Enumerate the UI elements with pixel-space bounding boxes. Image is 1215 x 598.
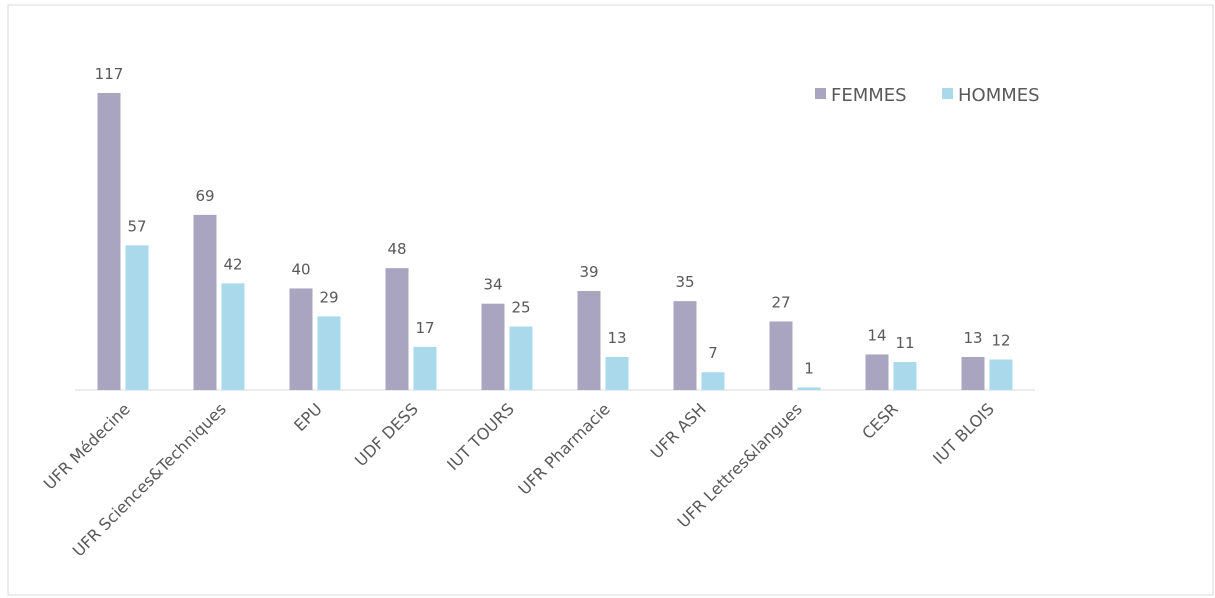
data-label: 39	[579, 263, 598, 281]
data-label: 69	[195, 187, 214, 205]
data-label: 48	[387, 240, 406, 258]
data-label: 1	[804, 359, 814, 377]
legend-swatch	[815, 88, 826, 99]
bar	[673, 301, 697, 390]
data-label: 11	[895, 334, 914, 352]
data-label: 117	[95, 65, 124, 83]
data-label: 42	[223, 255, 242, 273]
bar	[961, 357, 985, 390]
legend-label: HOMMES	[958, 85, 1040, 106]
bar	[989, 359, 1013, 390]
legend-label: FEMMES	[831, 85, 907, 106]
data-label: 34	[483, 276, 502, 294]
bar	[481, 303, 505, 390]
data-label: 35	[675, 273, 694, 291]
data-label: 40	[291, 260, 310, 278]
bar	[701, 372, 725, 390]
bar	[769, 321, 793, 390]
bar	[797, 387, 821, 390]
bar	[125, 245, 149, 390]
data-label: 7	[708, 344, 718, 362]
bar	[193, 214, 217, 390]
data-label: 14	[867, 326, 886, 344]
bar	[893, 362, 917, 390]
data-label: 13	[607, 329, 626, 347]
data-label: 12	[991, 332, 1010, 350]
bar	[97, 93, 121, 390]
bar	[221, 283, 245, 390]
data-label: 17	[415, 319, 434, 337]
bar	[289, 288, 313, 390]
bar	[317, 316, 341, 390]
bar	[413, 346, 437, 390]
data-label: 27	[771, 293, 790, 311]
legend-swatch	[942, 88, 953, 99]
data-label: 25	[511, 299, 530, 317]
bar	[509, 326, 533, 390]
data-label: 29	[319, 288, 338, 306]
bar	[865, 354, 889, 390]
bar	[385, 268, 409, 390]
data-label: 13	[963, 329, 982, 347]
data-label: 57	[127, 217, 146, 235]
bar	[605, 357, 629, 390]
bar	[577, 291, 601, 390]
